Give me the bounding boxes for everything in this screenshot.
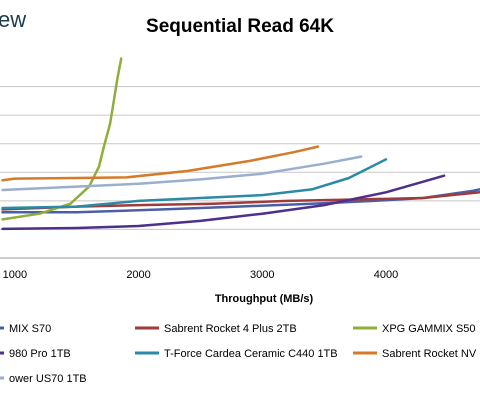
x-tick-label: 4000	[374, 269, 398, 281]
series-line-3	[1, 57, 123, 221]
legend-label: Sabrent Rocket 4 Plus 2TB	[164, 323, 297, 335]
x-tick-label: 2000	[126, 269, 150, 281]
brand-text: ew	[0, 7, 26, 32]
legend-label: T-Force Cardea Ceramic C440 1TB	[164, 348, 338, 360]
gridlines	[0, 86, 480, 259]
series-line-4	[1, 174, 446, 231]
legend-label: 980 Pro 1TB	[9, 348, 71, 360]
x-tick-label: 3000	[250, 269, 274, 281]
series-line-1	[1, 188, 480, 214]
series-line-7	[1, 155, 363, 192]
legend: MIX S70 Sabrent Rocket 4 Plus 2TB XPG GAMM…	[0, 323, 477, 385]
chart-title: Sequential Read 64K	[146, 16, 334, 37]
legend-label: ower US70 1TB	[9, 373, 87, 385]
legend-label: MIX S70	[9, 323, 51, 335]
series-line-6	[1, 145, 320, 182]
x-tick-labels: 1000 2000 3000 4000	[3, 269, 399, 281]
series-line-5	[1, 158, 388, 210]
legend-label: XPG GAMMIX S50	[382, 323, 476, 335]
series-lines	[1, 57, 480, 231]
legend-label: Sabrent Rocket NV	[382, 348, 477, 360]
x-tick-label: 1000	[3, 269, 27, 281]
x-axis-label: Throughput (MB/s)	[215, 293, 314, 305]
